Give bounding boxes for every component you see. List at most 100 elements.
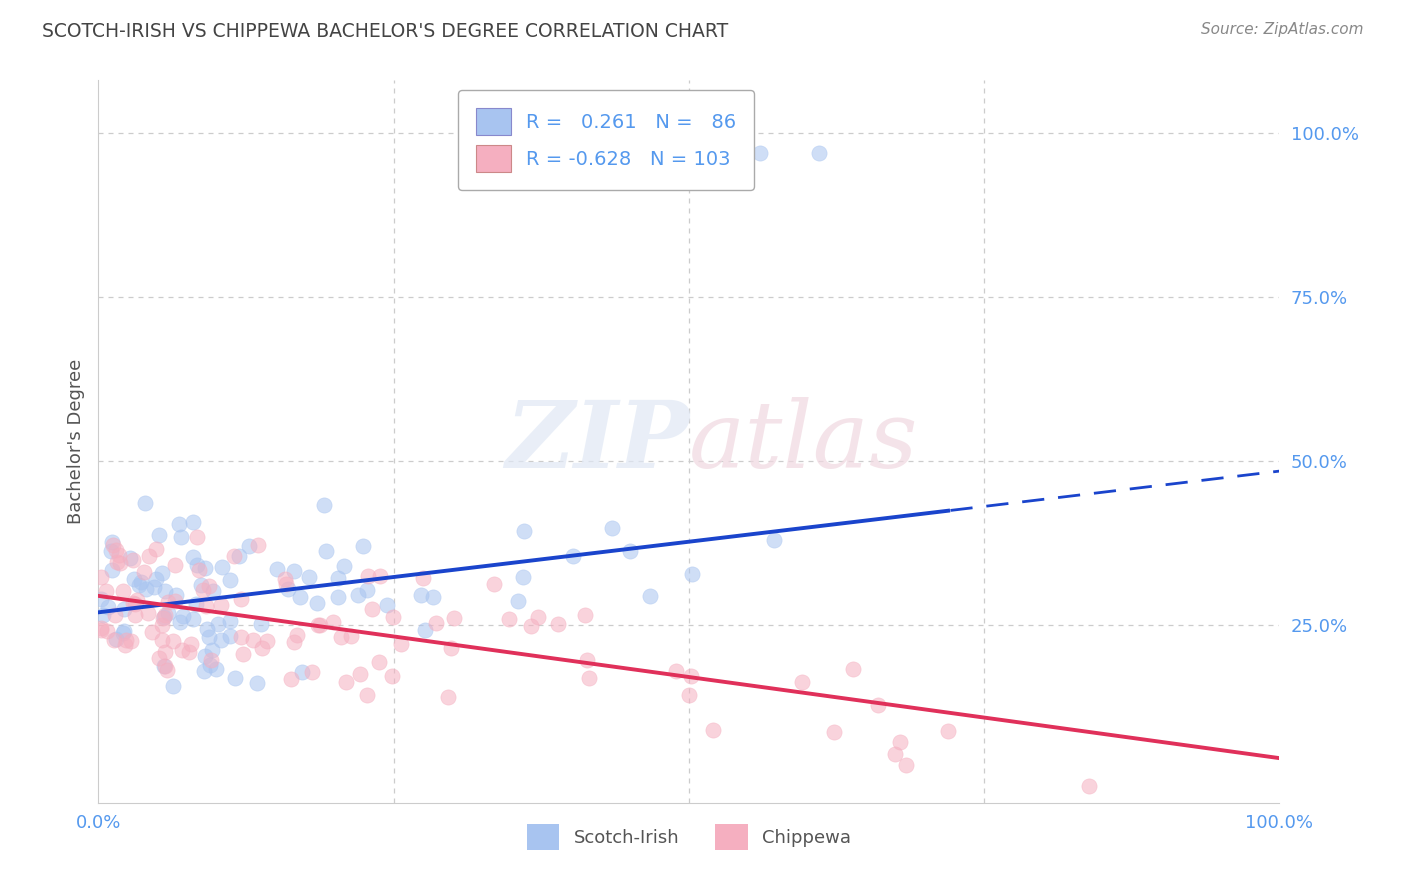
Point	[150, 566, 173, 580]
Point	[250, 640, 273, 655]
Point	[179, 644, 201, 658]
Point	[111, 584, 134, 599]
Point	[122, 553, 145, 567]
Point	[165, 588, 187, 602]
Point	[153, 607, 176, 622]
Point	[679, 669, 702, 683]
Point	[277, 582, 299, 596]
Point	[184, 597, 207, 611]
Point	[409, 588, 432, 602]
Point	[110, 557, 132, 571]
Point	[512, 570, 534, 584]
Point	[274, 572, 297, 586]
Point	[165, 558, 187, 572]
Point	[194, 649, 217, 664]
Point	[153, 610, 176, 624]
Point	[211, 560, 233, 574]
Point	[349, 666, 371, 681]
Point	[207, 617, 229, 632]
Point	[103, 632, 125, 647]
Point	[120, 633, 142, 648]
Point	[186, 530, 208, 544]
Point	[884, 747, 907, 761]
Point	[162, 679, 184, 693]
Text: SCOTCH-IRISH VS CHIPPEWA BACHELOR'S DEGREE CORRELATION CHART: SCOTCH-IRISH VS CHIPPEWA BACHELOR'S DEGR…	[42, 22, 728, 41]
Point	[156, 606, 179, 620]
Point	[218, 629, 240, 643]
Point	[229, 591, 252, 606]
Point	[150, 633, 173, 648]
Point	[335, 675, 357, 690]
Point	[280, 672, 302, 686]
Point	[101, 534, 124, 549]
Point	[201, 643, 224, 657]
Point	[197, 630, 219, 644]
Point	[124, 607, 146, 622]
Point	[114, 632, 136, 647]
Point	[823, 725, 845, 739]
Point	[291, 665, 314, 680]
Point	[443, 611, 465, 625]
Point	[520, 619, 543, 633]
Point	[186, 558, 208, 572]
Point	[574, 608, 596, 623]
Point	[437, 690, 460, 704]
Point	[135, 582, 157, 597]
Point	[90, 570, 112, 584]
Point	[134, 496, 156, 510]
Point	[346, 588, 368, 602]
Point	[183, 515, 205, 529]
Point	[312, 498, 335, 512]
Point	[157, 594, 180, 608]
Point	[114, 638, 136, 652]
Point	[242, 633, 264, 648]
Point	[422, 590, 444, 604]
Point	[128, 578, 150, 592]
Point	[246, 676, 269, 690]
Point	[602, 521, 624, 535]
Point	[153, 659, 176, 673]
Point	[381, 669, 404, 683]
Point	[105, 555, 128, 569]
Point	[101, 537, 124, 551]
Point	[145, 541, 167, 556]
Point	[256, 634, 278, 648]
Point	[389, 637, 412, 651]
Point	[198, 658, 221, 673]
Point	[307, 596, 329, 610]
Point	[375, 598, 398, 612]
Point	[193, 583, 215, 598]
Point	[322, 615, 344, 629]
Point	[218, 573, 240, 587]
Point	[138, 607, 160, 621]
Text: ZIP: ZIP	[505, 397, 689, 486]
Point	[172, 642, 194, 657]
Point	[576, 653, 599, 667]
Point	[513, 524, 536, 538]
Point	[152, 611, 174, 625]
Point	[153, 583, 176, 598]
Point	[498, 612, 520, 626]
Point	[122, 572, 145, 586]
Point	[148, 528, 170, 542]
Point	[250, 616, 273, 631]
Point	[197, 579, 219, 593]
Point	[315, 544, 337, 558]
Point	[194, 561, 217, 575]
Point	[96, 624, 118, 638]
Point	[283, 635, 305, 649]
Point	[440, 640, 463, 655]
Point	[638, 589, 661, 603]
Point	[506, 594, 529, 608]
Point	[120, 551, 142, 566]
Point	[193, 665, 215, 679]
Point	[170, 530, 193, 544]
Point	[114, 601, 136, 615]
Point	[228, 549, 250, 563]
Legend: Scotch-Irish, Chippewa: Scotch-Irish, Chippewa	[517, 815, 860, 859]
Point	[328, 590, 350, 604]
Point	[333, 558, 356, 573]
Point	[100, 544, 122, 558]
Point	[807, 145, 830, 160]
Point	[339, 629, 361, 643]
